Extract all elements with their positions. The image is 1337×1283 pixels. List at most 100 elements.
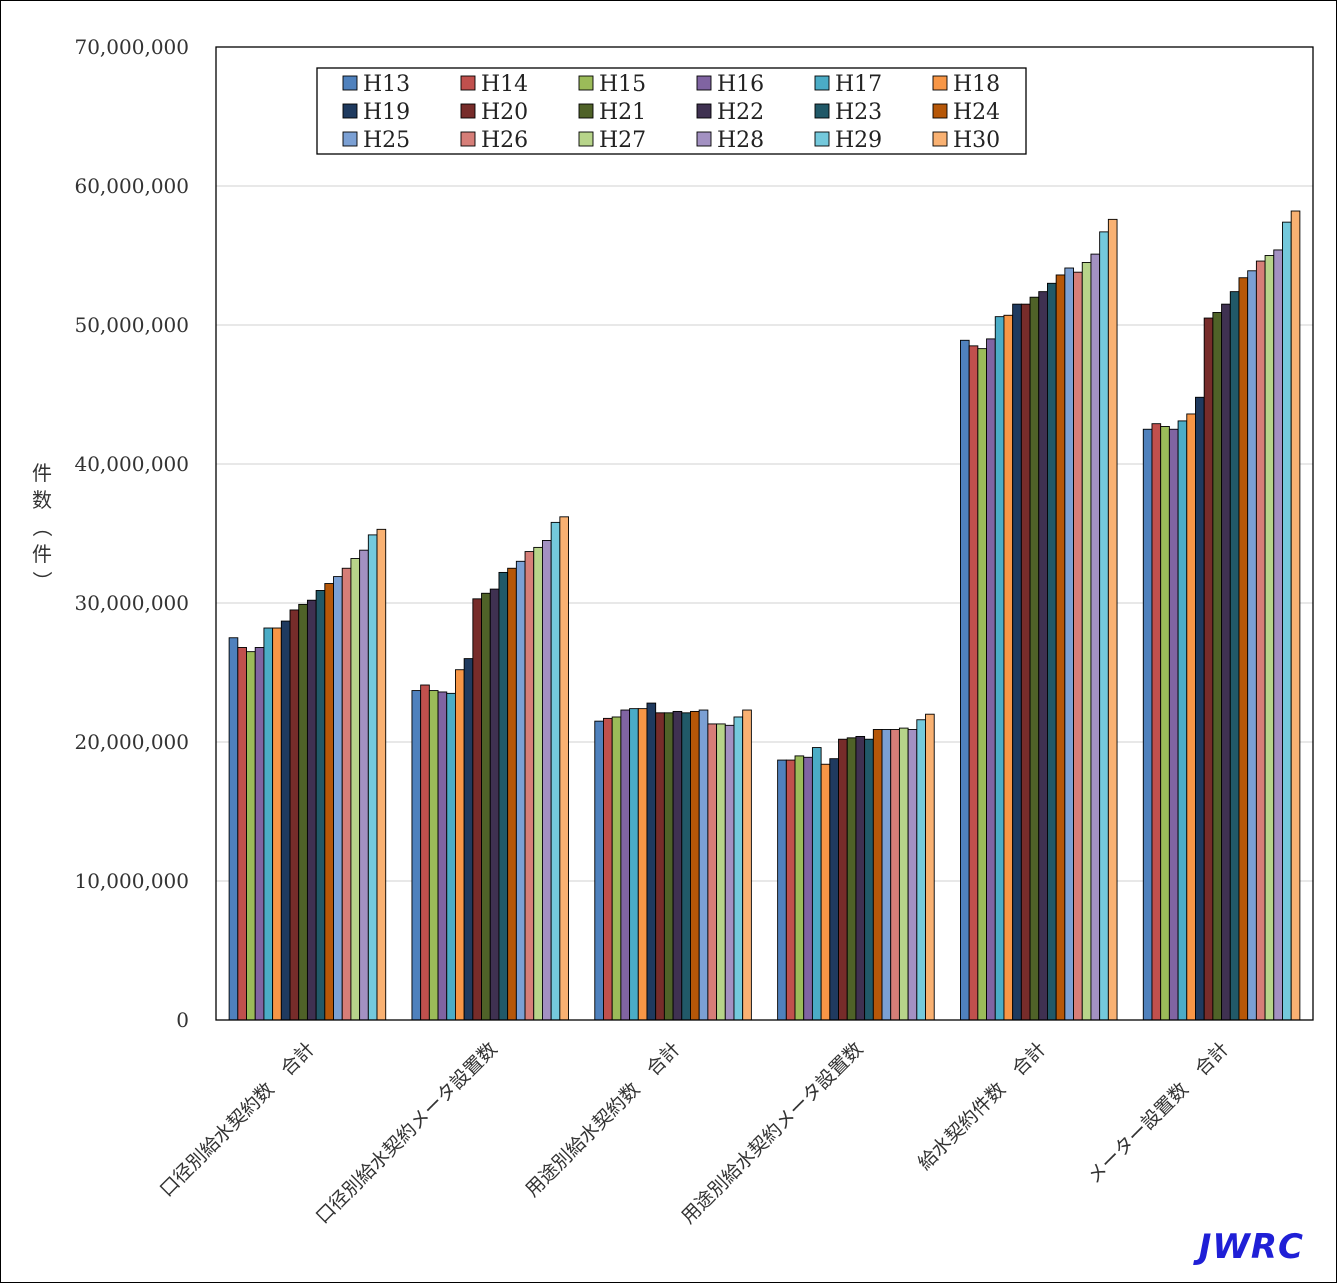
bar-H14-2 <box>420 684 430 1021</box>
bar-H15-6 <box>1160 426 1170 1021</box>
bar-H13-4 <box>777 759 787 1021</box>
legend-label: H13 <box>363 72 410 97</box>
y-axis-label-char: 件 <box>32 461 52 485</box>
legend-label: H24 <box>953 100 1000 125</box>
bar-H16-4 <box>803 756 813 1021</box>
bar-H30-2 <box>559 516 569 1021</box>
bar-H28-2 <box>542 540 552 1021</box>
y-tick-label: 40,000,000 <box>74 452 189 476</box>
bar-H19-5 <box>1012 303 1022 1021</box>
legend-swatch <box>460 103 476 119</box>
legend-label: H14 <box>481 72 528 97</box>
bar-H15-2 <box>428 690 439 1021</box>
y-tick-label: 0 <box>176 1008 189 1032</box>
bar-H26-4 <box>890 729 900 1021</box>
y-axis-label-char: （ <box>30 517 54 537</box>
bar-H27-3 <box>716 723 726 1021</box>
bar-H25-4 <box>881 729 892 1021</box>
bar-H20-6 <box>1203 317 1214 1021</box>
bar-H16-3 <box>620 709 631 1021</box>
bar-H25-1 <box>333 576 343 1021</box>
y-axis-label-char: 件 <box>32 542 52 566</box>
legend-swatch <box>342 75 358 91</box>
bar-H30-3 <box>742 709 752 1021</box>
x-category-label: メーター設置数 合計 <box>1083 1038 1233 1188</box>
bar-H14-3 <box>603 717 613 1021</box>
bar-H15-3 <box>611 716 622 1021</box>
bar-H28-3 <box>724 724 735 1021</box>
bar-H27-1 <box>350 558 361 1021</box>
bar-H13-1 <box>228 637 239 1021</box>
bar-H16-6 <box>1168 428 1179 1021</box>
legend-label: H29 <box>835 128 882 153</box>
bar-H18-4 <box>820 763 831 1021</box>
bar-H17-6 <box>1177 420 1188 1021</box>
bar-H24-4 <box>872 729 883 1021</box>
bar-H16-5 <box>986 338 996 1021</box>
bar-H28-6 <box>1273 249 1283 1021</box>
bar-H14-4 <box>785 759 796 1021</box>
bar-H18-6 <box>1186 413 1196 1021</box>
bar-H27-4 <box>898 727 909 1021</box>
legend-label: H20 <box>481 100 528 125</box>
bar-H22-4 <box>855 735 866 1021</box>
y-tick-label: 20,000,000 <box>74 730 189 754</box>
bar-H28-4 <box>907 729 918 1021</box>
bar-H15-4 <box>794 755 805 1021</box>
bar-H29-3 <box>733 716 744 1021</box>
bar-H27-5 <box>1081 262 1092 1021</box>
legend-box <box>316 67 1027 155</box>
y-axis-label-char: ） <box>30 571 54 591</box>
bar-H21-3 <box>663 712 674 1021</box>
legend-label: H30 <box>953 128 1000 153</box>
legend-swatch <box>578 75 594 91</box>
bar-H18-5 <box>1003 314 1014 1021</box>
bar-H25-2 <box>515 560 526 1021</box>
bar-H17-4 <box>811 747 822 1021</box>
legend: H13 H14 H15 H16 H17 H18 H19 H20 H21 H22 H23 H24 H25 H… <box>316 67 1027 155</box>
bar-H18-2 <box>455 669 465 1021</box>
y-axis-label: 件数（件） <box>30 461 54 591</box>
legend-swatch <box>814 131 830 147</box>
bar-H26-2 <box>524 551 535 1021</box>
legend-label: H27 <box>599 128 646 153</box>
y-tick-labels: 0 10,000,000 20,000,000 30,000,000 40,000,00… <box>74 35 189 1032</box>
bar-H22-2 <box>489 588 500 1021</box>
legend-label: H17 <box>835 72 882 97</box>
bar-H27-2 <box>533 546 543 1021</box>
legend-label: H28 <box>717 128 764 153</box>
bar-H21-2 <box>481 592 491 1021</box>
bar-H14-1 <box>237 647 247 1021</box>
legend-label: H16 <box>717 72 764 97</box>
legend-label: H15 <box>599 72 646 97</box>
x-category-label: 給水契約件数 合計 <box>914 1038 1050 1174</box>
gridlines <box>216 185 1313 882</box>
legend-swatch <box>342 131 358 147</box>
bar-H15-1 <box>246 651 256 1021</box>
bar-H20-2 <box>472 598 483 1021</box>
bar-H17-3 <box>629 708 639 1021</box>
bar-H19-6 <box>1195 396 1205 1021</box>
y-tick-label: 50,000,000 <box>74 313 189 337</box>
bar-H22-5 <box>1038 291 1048 1021</box>
y-tick-label: 70,000,000 <box>74 35 189 59</box>
legend-swatch <box>696 75 712 91</box>
bar-H14-5 <box>968 345 979 1021</box>
bar-H18-3 <box>637 708 648 1021</box>
bar-H20-4 <box>838 738 848 1021</box>
bar-H26-5 <box>1073 271 1083 1021</box>
legend-label: H18 <box>953 72 1000 97</box>
bar-H19-1 <box>280 620 291 1021</box>
x-category-label: 用途別給水契約メータ設置数 <box>677 1038 867 1228</box>
bar-H23-4 <box>864 738 874 1021</box>
bar-H23-1 <box>315 590 326 1021</box>
bar-H21-1 <box>298 603 308 1021</box>
legend-swatch <box>814 75 830 91</box>
legend-swatch <box>932 103 948 119</box>
y-tick-label: 10,000,000 <box>74 869 189 893</box>
bar-H13-5 <box>960 339 970 1021</box>
legend-swatch <box>696 103 712 119</box>
legend-swatch <box>578 103 594 119</box>
